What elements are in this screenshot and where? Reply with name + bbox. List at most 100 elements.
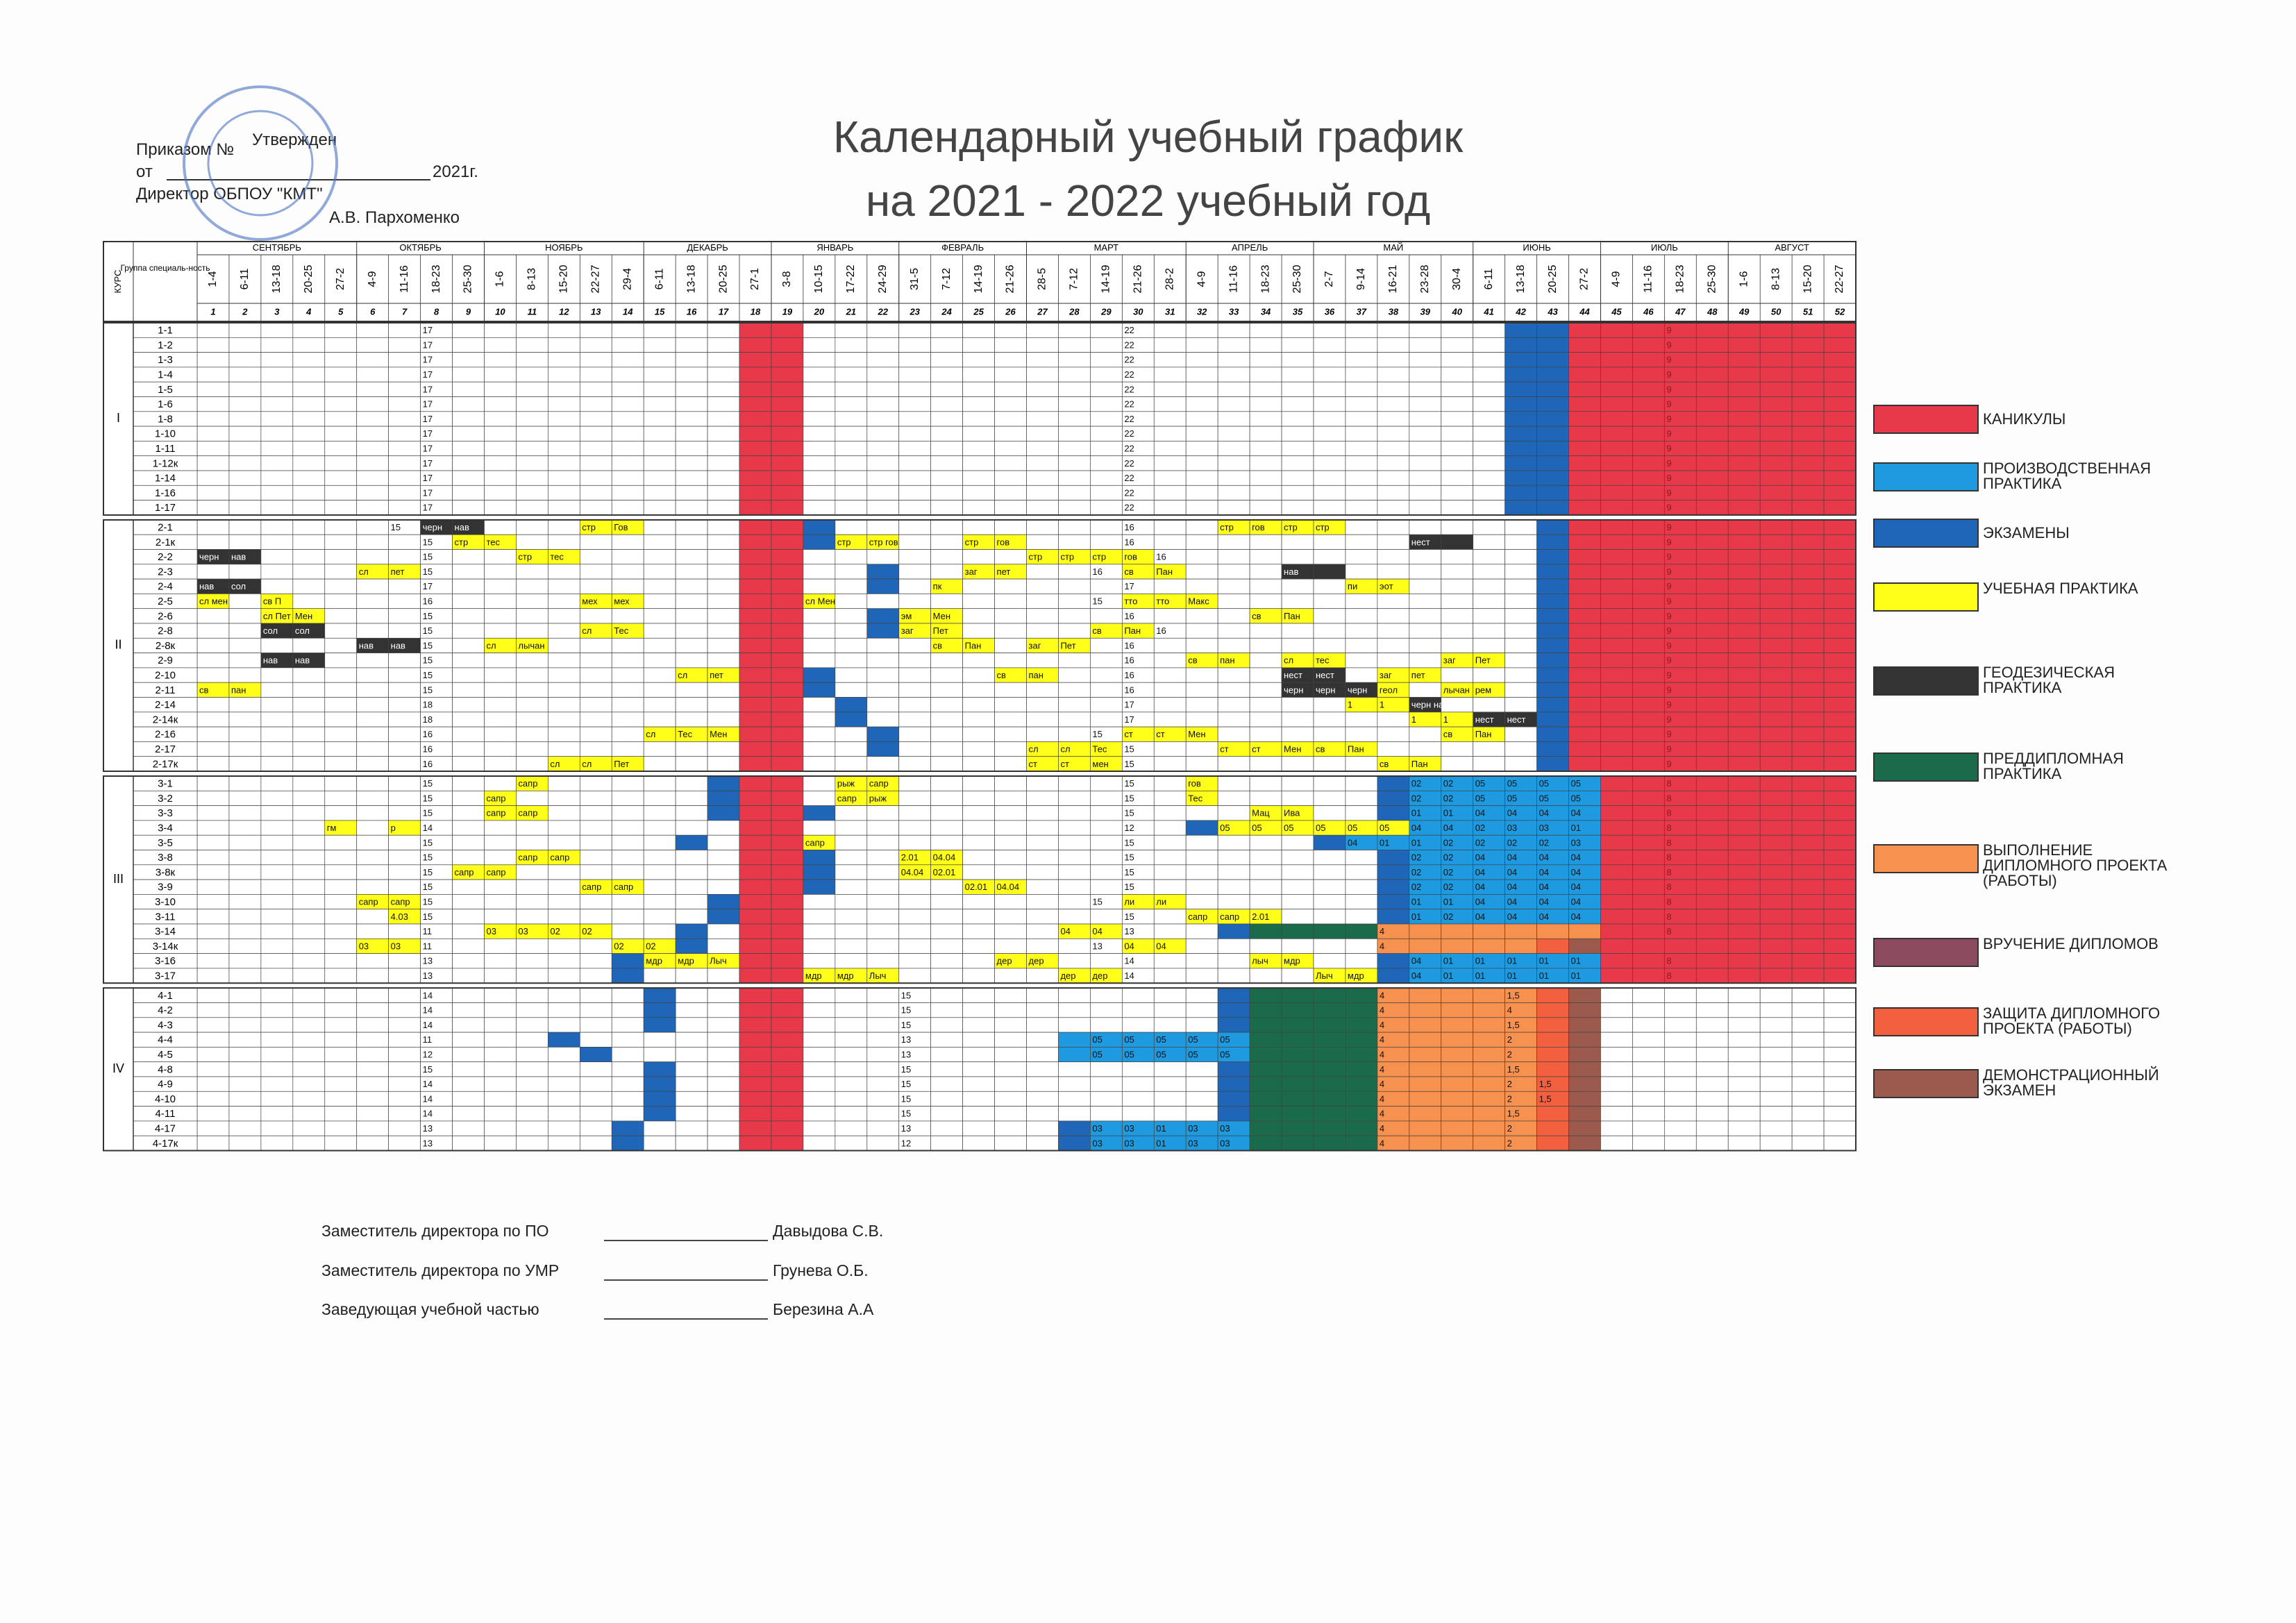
week-cell: [771, 637, 804, 653]
cell-text: стр: [1316, 522, 1330, 532]
week-cell: [388, 987, 421, 1003]
cell-text: 15: [423, 896, 433, 907]
week-cell: [611, 337, 644, 353]
week-cell: [1409, 938, 1442, 954]
week-cell: [1664, 1047, 1697, 1063]
week-cell: [548, 470, 580, 486]
cell-text: 03: [1124, 1123, 1134, 1134]
week-cell: [1185, 455, 1218, 471]
course-outline: [103, 322, 1857, 516]
cell-text: 05: [1539, 778, 1549, 789]
week-cell: [930, 455, 963, 471]
week-cell: [579, 968, 612, 984]
cell-text: 17: [423, 339, 433, 350]
week-cell: [707, 455, 740, 471]
cell-text: 16: [1124, 522, 1134, 532]
cell-text: черн: [1348, 684, 1367, 695]
week-dates: 8-13: [526, 268, 538, 290]
week-cell: [196, 726, 230, 742]
signature-line: [604, 1318, 768, 1320]
week-cell: [1281, 775, 1314, 791]
week-cell: [1090, 608, 1123, 624]
week-cell: [1473, 1017, 1505, 1033]
cell-text: стр гов: [869, 537, 898, 547]
week-cell: [1695, 1047, 1729, 1063]
week-cell: [1727, 741, 1761, 757]
week-cell: [1695, 909, 1729, 925]
week-cell: [994, 805, 1027, 821]
week-cell: [930, 485, 963, 501]
cell-text: 05: [1252, 823, 1262, 833]
week-cell: [1217, 578, 1250, 594]
week-cell: [1695, 653, 1729, 668]
week-cell: [548, 741, 580, 757]
week-cell: [898, 790, 932, 806]
week-cell: [1759, 470, 1793, 486]
group-label: 3-4: [158, 823, 173, 834]
week-cell: [324, 790, 358, 806]
week-cell: [835, 1091, 868, 1107]
cell-text: 9: [1666, 487, 1671, 498]
group-label: 4-2: [158, 1004, 173, 1016]
week-cell: [707, 741, 740, 757]
week-cell: [739, 623, 772, 639]
cell-text: 02: [614, 941, 623, 951]
week-cell: [1058, 426, 1091, 442]
week-cell: [452, 470, 485, 486]
week-cell: [1313, 455, 1346, 471]
cell-text: 15: [901, 1109, 911, 1119]
week-cell: [866, 756, 900, 772]
week-cell: [388, 697, 421, 713]
week-cell: [803, 938, 836, 954]
week-cell: [548, 411, 580, 427]
cell-text: 2: [1507, 1123, 1512, 1134]
week-cell: [1823, 879, 1857, 895]
cell-text: 02: [1443, 793, 1453, 803]
week-cell: [1058, 594, 1091, 609]
week-cell: [930, 549, 963, 565]
week-cell: [611, 534, 644, 550]
week-cell: [1026, 1032, 1059, 1048]
week-cell: [1536, 470, 1569, 486]
week-cell: [1058, 697, 1091, 713]
week-cell: [1632, 805, 1665, 821]
week-cell: [1090, 653, 1123, 668]
cell-text: пет: [997, 566, 1011, 577]
week-cell: [356, 968, 389, 984]
week-cell: [1026, 470, 1059, 486]
week-cell: [1281, 968, 1314, 984]
week-cell: [388, 337, 421, 353]
week-cell: [1026, 775, 1059, 791]
cell-text: 15: [423, 808, 433, 818]
cell-text: пан: [231, 684, 246, 695]
cell-text: 01: [1571, 970, 1581, 981]
week-cell: [1058, 608, 1091, 624]
week-cell: [1217, 1061, 1250, 1077]
week-cell: [292, 712, 326, 728]
week-cell: [1026, 1120, 1059, 1136]
week-number: 38: [1389, 306, 1399, 317]
cell-text: 04: [1411, 823, 1421, 833]
week-cell: [1632, 564, 1665, 580]
week-cell: [1281, 1091, 1314, 1107]
week-cell: [1759, 396, 1793, 412]
week-cell: [516, 879, 548, 895]
cell-text: тес: [486, 537, 500, 547]
week-cell: [516, 653, 548, 668]
week-cell: [1632, 396, 1665, 412]
group-label: 2-8к: [156, 640, 176, 652]
week-cell: [1441, 549, 1474, 565]
week-cell: [1058, 352, 1091, 368]
week-cell: [1249, 322, 1282, 338]
week-cell: [292, 411, 326, 427]
week-number: 39: [1421, 306, 1431, 317]
cell-text: 05: [1571, 793, 1581, 803]
week-cell: [1409, 564, 1442, 580]
week-cell: [1536, 426, 1569, 442]
week-cell: [898, 455, 932, 471]
week-number: 18: [751, 306, 761, 317]
week-cell: [835, 741, 868, 757]
week-cell: [196, 938, 230, 954]
week-cell: [1345, 455, 1378, 471]
cell-text: 15: [1092, 729, 1102, 739]
